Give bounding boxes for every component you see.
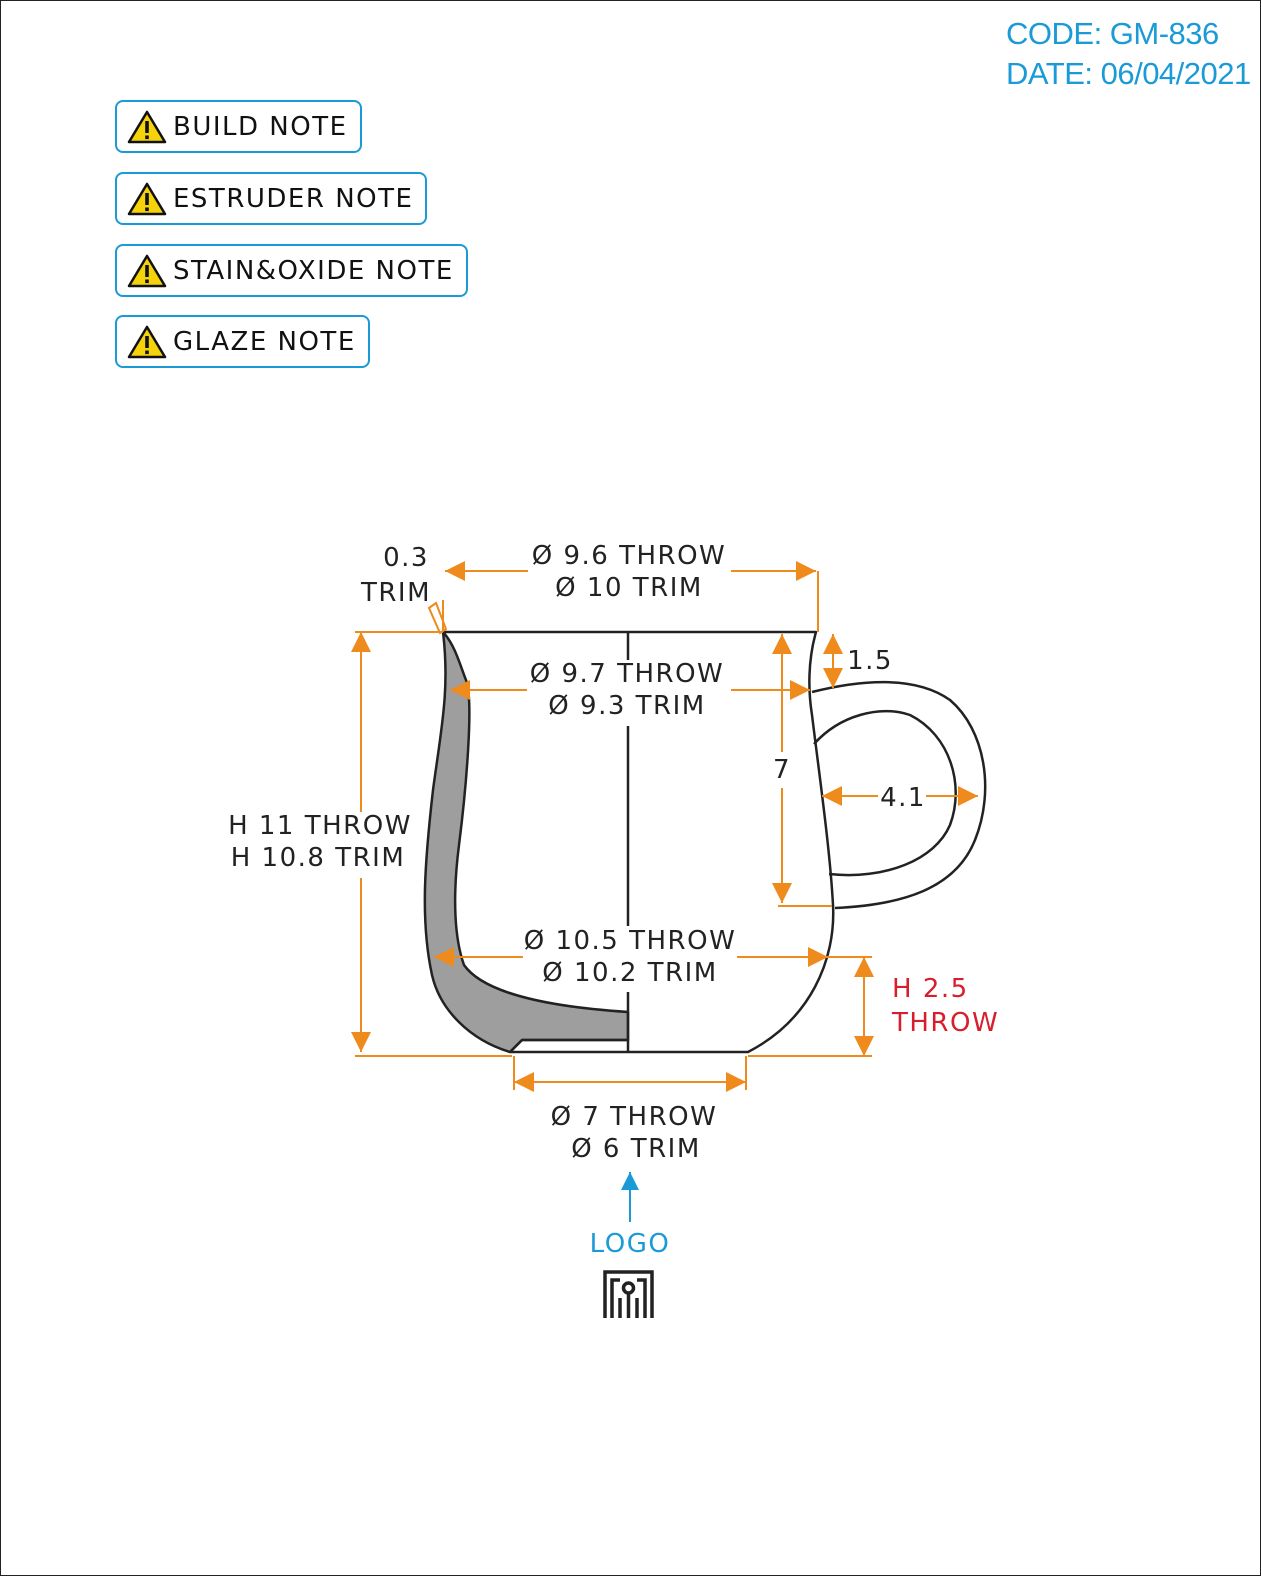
note-estruder[interactable]: ESTRUDER NOTE — [115, 172, 428, 225]
note-build[interactable]: BUILD NOTE — [115, 100, 362, 153]
note-label: GLAZE NOTE — [173, 326, 356, 357]
logo-icon — [603, 1270, 654, 1318]
neck-label-bg — [527, 660, 731, 726]
foot-trim-label: Ø 6 TRIM — [571, 1134, 701, 1164]
wall-cross-section — [423, 630, 630, 1054]
neck-throw-label: Ø 9.7 THROW — [530, 659, 725, 689]
warning-icon — [127, 325, 167, 358]
lip-trim-label: TRIM — [360, 578, 431, 608]
note-label: STAIN&OXIDE NOTE — [173, 255, 454, 286]
handle-outer — [811, 680, 987, 910]
foot-throw-label: Ø 7 THROW — [551, 1102, 718, 1132]
warning-icon — [127, 110, 167, 143]
belly-label-bg — [523, 926, 737, 992]
rim-throw-label: Ø 9.6 THROW — [532, 541, 727, 571]
warning-icon — [127, 254, 167, 287]
foot-ring — [509, 1038, 628, 1053]
neck-trim-label: Ø 9.3 TRIM — [548, 691, 705, 721]
rim-label-bg — [528, 542, 731, 608]
product-code: CODE: GM-836 — [1006, 16, 1219, 51]
note-label: BUILD NOTE — [173, 111, 348, 142]
belly-throw-label: Ø 10.5 THROW — [524, 926, 737, 956]
note-stain-oxide[interactable]: STAIN&OXIDE NOTE — [115, 244, 468, 297]
note-glaze[interactable]: GLAZE NOTE — [115, 315, 370, 368]
base-height-label: THROW — [891, 1008, 999, 1038]
drawing-date: DATE: 06/04/2021 — [1006, 56, 1251, 91]
lip-trim-marker — [427, 601, 448, 635]
note-label: ESTRUDER NOTE — [173, 183, 414, 214]
handle-offset-label: 1.5 — [847, 646, 893, 676]
warning-icon — [127, 182, 167, 215]
height-trim-label: H 10.8 TRIM — [231, 843, 406, 873]
base-height-value: H 2.5 — [892, 974, 969, 1004]
handle-width-label-bg — [878, 780, 926, 812]
handle-inner — [813, 710, 957, 877]
handle-height-label: 7 — [773, 755, 791, 785]
handle-height-label-bg — [770, 752, 794, 788]
handle-width-label: 4.1 — [880, 783, 926, 813]
height-throw-label: H 11 THROW — [228, 811, 412, 841]
lip-trim-value: 0.3 — [383, 543, 429, 573]
belly-trim-label: Ø 10.2 TRIM — [542, 958, 717, 988]
title-block: CODE: GM-836 DATE: 06/04/2021 — [1006, 14, 1251, 94]
height-label-bg — [232, 812, 400, 878]
rim-trim-label: Ø 10 TRIM — [555, 573, 703, 603]
logo-label: LOGO — [590, 1229, 671, 1259]
